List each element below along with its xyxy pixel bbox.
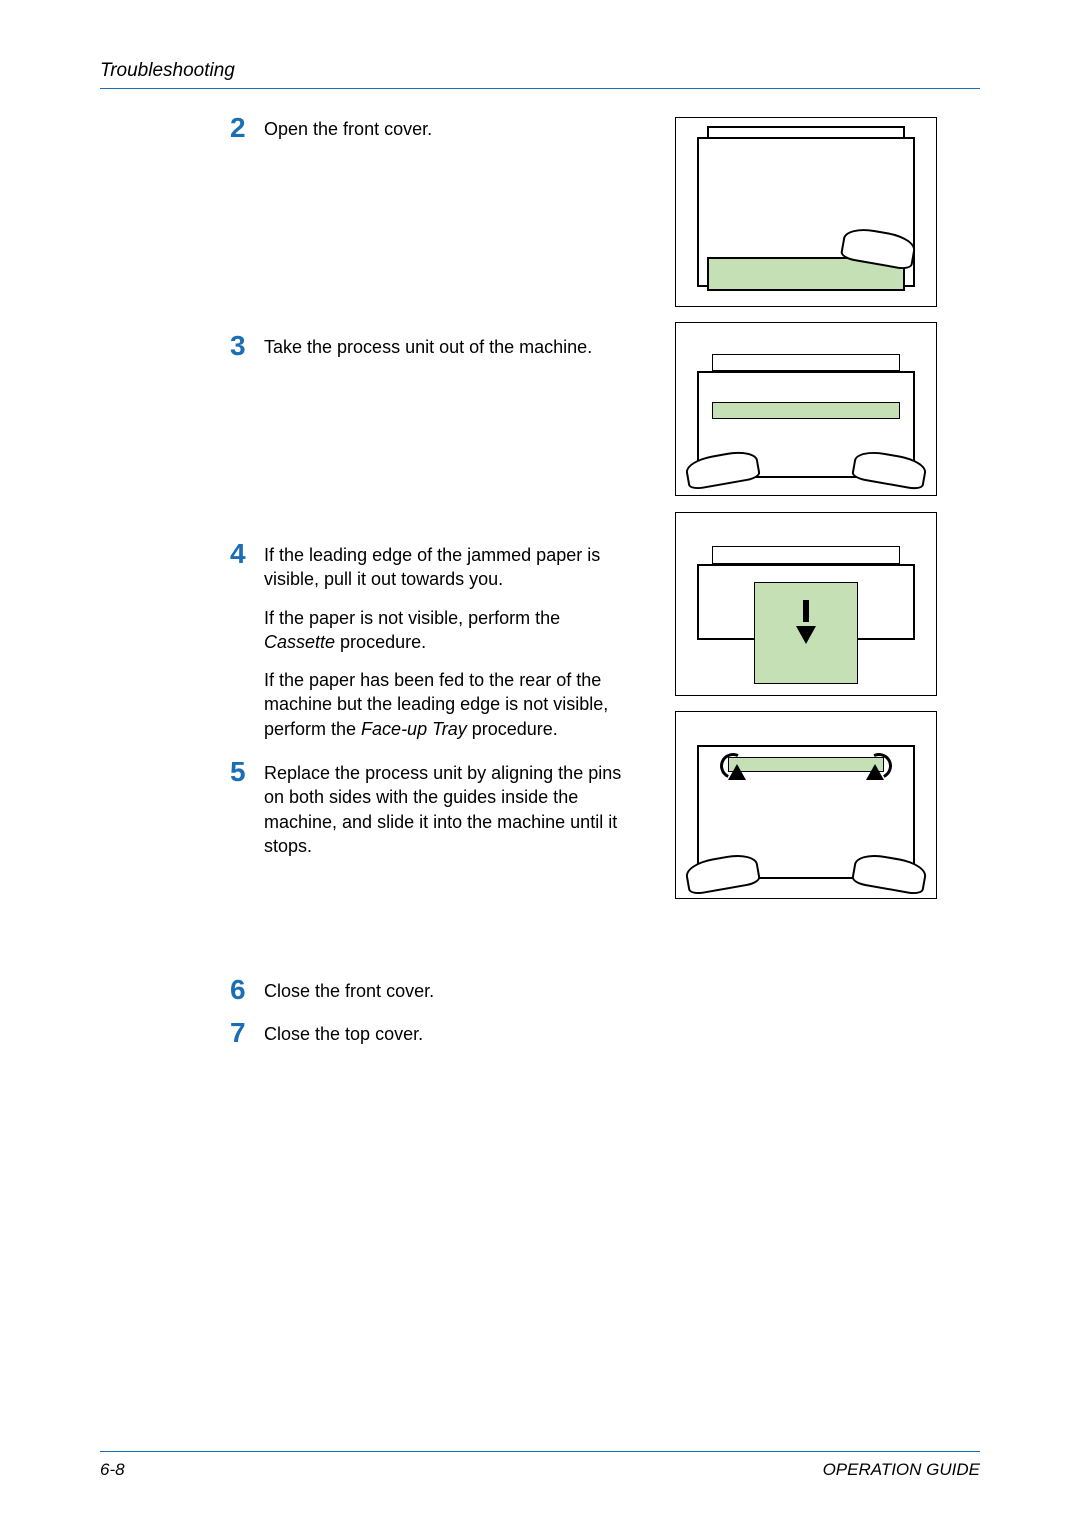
step-7-text: Close the top cover. <box>264 1022 634 1046</box>
step-text: If the leading edge of the jammed paper … <box>264 543 634 741</box>
doc-title: OPERATION GUIDE <box>823 1460 980 1480</box>
page: Troubleshooting <box>0 0 1080 1528</box>
illustration-step-4 <box>675 512 937 696</box>
step-number: 5 <box>230 758 264 786</box>
step-number: 3 <box>230 332 264 360</box>
step-text: Close the top cover. <box>264 1022 634 1046</box>
illustration-step-2 <box>675 117 937 307</box>
page-number: 6-8 <box>100 1460 125 1480</box>
step-4-p3: If the paper has been fed to the rear of… <box>264 668 634 741</box>
step-6: 6 Close the front cover. <box>100 979 980 1004</box>
step-5-text: Replace the process unit by aligning the… <box>264 761 634 858</box>
step-7: 7 Close the top cover. <box>100 1022 980 1047</box>
step-text: Open the front cover. <box>264 117 634 141</box>
step-2-text: Open the front cover. <box>264 117 634 141</box>
illustration-step-5 <box>675 711 937 899</box>
step-number: 6 <box>230 976 264 1004</box>
section-title: Troubleshooting <box>100 60 235 81</box>
step-3-text: Take the process unit out of the machine… <box>264 335 634 359</box>
content-area: 2 Open the front cover. 3 Take the proce… <box>100 117 980 1047</box>
step-4-p2: If the paper is not visible, perform the… <box>264 606 634 655</box>
step-number: 4 <box>230 540 264 568</box>
step-4-p1: If the leading edge of the jammed paper … <box>264 543 634 592</box>
step-number: 2 <box>230 114 264 142</box>
page-footer: 6-8 OPERATION GUIDE <box>100 1451 980 1480</box>
step-text: Close the front cover. <box>264 979 634 1003</box>
step-text: Take the process unit out of the machine… <box>264 335 634 359</box>
step-number: 7 <box>230 1019 264 1047</box>
step-text: Replace the process unit by aligning the… <box>264 761 634 858</box>
section-header: Troubleshooting <box>100 60 980 89</box>
illustration-step-3 <box>675 322 937 496</box>
step-6-text: Close the front cover. <box>264 979 634 1003</box>
